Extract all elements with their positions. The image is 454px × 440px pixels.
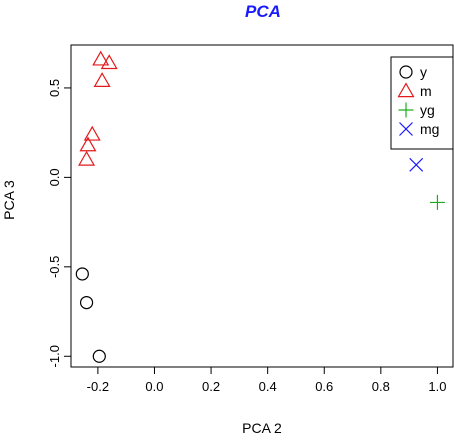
y-axis: -1.0 -0.5 0.0 0.5 bbox=[47, 79, 72, 367]
legend-label-m: m bbox=[420, 83, 432, 99]
data-point-m bbox=[83, 125, 101, 141]
y-tick-label: 0.0 bbox=[47, 168, 62, 186]
data-point-m bbox=[93, 72, 111, 87]
legend-label-mg: mg bbox=[420, 121, 439, 137]
data-points bbox=[75, 50, 445, 363]
data-point-m bbox=[92, 50, 110, 66]
legend-marker-y bbox=[399, 65, 413, 79]
x-tick-label: 0.6 bbox=[315, 379, 333, 394]
legend-marker-mg bbox=[399, 122, 413, 136]
x-tick-label: 0.2 bbox=[202, 379, 220, 394]
data-point-mg bbox=[409, 157, 424, 172]
y-axis-title: PCA 3 bbox=[1, 180, 17, 220]
x-tick-label: 1.0 bbox=[428, 379, 446, 394]
legend: ym yg mg bbox=[390, 56, 454, 150]
y-tick-label: -0.5 bbox=[47, 256, 62, 278]
data-point-m bbox=[79, 136, 97, 152]
data-point-y bbox=[92, 349, 106, 363]
x-tick-label: 0.0 bbox=[145, 379, 163, 394]
x-tick-label: -0.2 bbox=[87, 379, 109, 394]
legend-label-yg: yg bbox=[420, 102, 435, 118]
y-tick-label: -1.0 bbox=[47, 345, 62, 367]
data-point-m bbox=[78, 150, 96, 166]
data-point-yg bbox=[429, 194, 445, 210]
y-tick-label: 0.5 bbox=[47, 79, 62, 97]
x-tick-label: 0.8 bbox=[372, 379, 390, 394]
legend-label-y: y bbox=[420, 64, 427, 80]
legend-box bbox=[390, 56, 454, 150]
x-axis-title: PCA 2 bbox=[242, 420, 282, 436]
x-tick-label: 0.4 bbox=[259, 379, 277, 394]
data-point-y bbox=[75, 267, 89, 281]
chart-title: PCA bbox=[245, 2, 281, 21]
legend-marker-m bbox=[397, 82, 415, 98]
legend-marker-yg bbox=[398, 102, 414, 118]
data-point-m bbox=[100, 54, 118, 70]
data-point-y bbox=[79, 296, 94, 310]
x-axis: -0.2 0.0 0.2 0.4 0.6 0.8 1.0 bbox=[87, 366, 446, 394]
